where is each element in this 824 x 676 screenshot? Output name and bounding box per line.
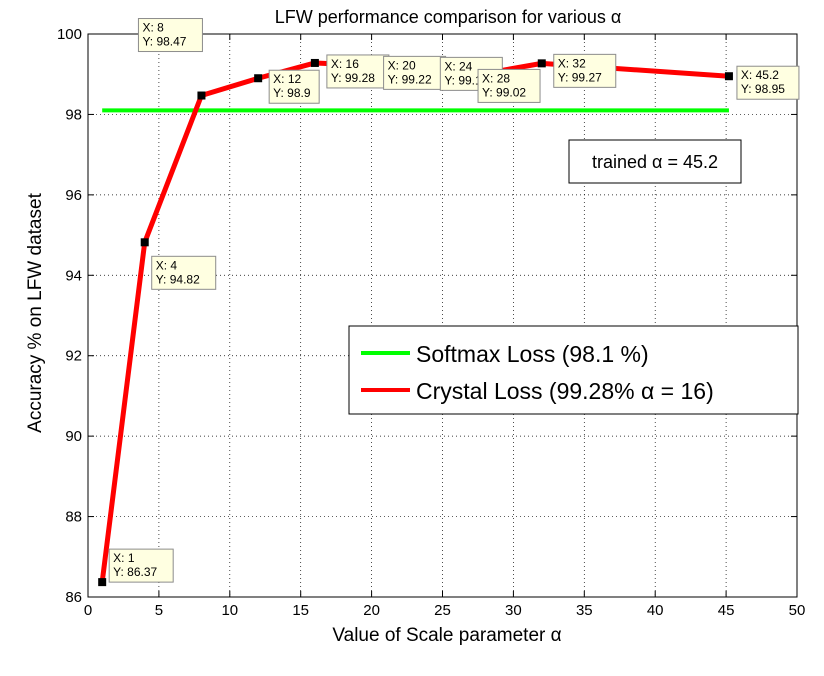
data-tip-x: X: 16 bbox=[331, 57, 359, 71]
data-tips: X: 1Y: 86.37 X: 4Y: 94.82 X: 8Y: 98.47 X: 1… bbox=[108, 18, 800, 583]
data-tip-y: Y: 94.82 bbox=[156, 272, 200, 286]
data-tip[interactable]: X: 16Y: 99.28 bbox=[326, 54, 390, 89]
x-tick-label: 30 bbox=[505, 602, 522, 619]
y-tick-label: 92 bbox=[65, 348, 82, 365]
data-tip-y: Y: 99.28 bbox=[331, 71, 375, 85]
data-tip[interactable]: X: 28Y: 99.02 bbox=[477, 68, 541, 103]
y-axis-label: Accuracy % on LFW dataset bbox=[25, 192, 46, 432]
note-text: trained α = 45.2 bbox=[592, 152, 718, 172]
y-tick-label: 100 bbox=[57, 26, 82, 43]
data-point[interactable] bbox=[724, 72, 733, 81]
data-tip-box bbox=[736, 65, 800, 100]
x-tick-label: 15 bbox=[292, 602, 309, 619]
data-tip-x: X: 45.2 bbox=[741, 68, 779, 82]
data-tip-x: X: 24 bbox=[444, 59, 472, 73]
y-axis-ticks: 86 88 90 92 94 96 98 100 bbox=[57, 26, 797, 606]
data-tip-box bbox=[137, 18, 203, 53]
x-tick-label: 20 bbox=[363, 602, 380, 619]
data-tip-y: Y: 86.37 bbox=[113, 565, 157, 579]
x-tick-label: 45 bbox=[718, 602, 735, 619]
x-axis-label: Value of Scale parameter α bbox=[332, 625, 561, 646]
data-point[interactable] bbox=[537, 59, 546, 68]
data-tip[interactable]: X: 4Y: 94.82 bbox=[151, 255, 217, 290]
data-tip-box bbox=[151, 255, 217, 290]
y-tick-label: 98 bbox=[65, 106, 82, 123]
data-tip[interactable]: X: 32Y: 99.27 bbox=[553, 53, 617, 88]
y-tick-label: 96 bbox=[65, 187, 82, 204]
data-tip-box bbox=[383, 55, 447, 90]
data-tip-x: X: 8 bbox=[142, 21, 164, 35]
x-axis-ticks: 0 5 10 15 20 25 30 35 40 45 50 bbox=[84, 34, 806, 619]
data-tip[interactable]: X: 8Y: 98.47 bbox=[137, 18, 203, 53]
note-box bbox=[568, 139, 742, 184]
data-tip-x: X: 4 bbox=[156, 258, 178, 272]
chart-title: LFW performance comparison for various α bbox=[275, 7, 622, 27]
data-tip-x: X: 1 bbox=[113, 551, 135, 565]
y-tick-label: 88 bbox=[65, 509, 82, 526]
data-tip-x: X: 20 bbox=[388, 58, 416, 72]
x-tick-label: 35 bbox=[576, 602, 593, 619]
legend[interactable]: Softmax Loss (98.1 %) Crystal Loss (99.2… bbox=[348, 325, 799, 415]
data-point[interactable] bbox=[254, 74, 263, 83]
data-tip-y: Y: 99.22 bbox=[388, 72, 432, 86]
data-tip-y: Y: 98.9 bbox=[273, 86, 311, 100]
x-tick-label: 5 bbox=[155, 602, 163, 619]
data-tip-box bbox=[477, 68, 541, 103]
data-tip-y: Y: 99.27 bbox=[558, 70, 602, 84]
x-tick-label: 25 bbox=[434, 602, 451, 619]
y-tick-label: 94 bbox=[65, 267, 82, 284]
x-tick-label: 10 bbox=[221, 602, 238, 619]
data-tip[interactable]: X: 12Y: 98.9 bbox=[268, 69, 320, 104]
data-point[interactable] bbox=[140, 238, 149, 247]
data-tip-y: Y: 98.47 bbox=[142, 35, 186, 49]
plot-area bbox=[88, 34, 797, 597]
legend-label-crystal: Crystal Loss (99.28% α = 16) bbox=[416, 378, 714, 404]
y-tick-label: 86 bbox=[65, 589, 82, 606]
x-tick-label: 0 bbox=[84, 602, 92, 619]
data-tip-box bbox=[108, 548, 174, 583]
data-point[interactable] bbox=[310, 58, 319, 67]
data-tip-box bbox=[553, 53, 617, 88]
x-tick-label: 50 bbox=[789, 602, 806, 619]
trained-alpha-note: trained α = 45.2 bbox=[568, 139, 742, 184]
data-tip[interactable]: X: 1Y: 86.37 bbox=[108, 548, 174, 583]
data-tip-x: X: 28 bbox=[482, 71, 510, 85]
x-tick-label: 40 bbox=[647, 602, 664, 619]
data-tip-y: Y: 99.02 bbox=[482, 85, 526, 99]
data-tip-y: Y: 98.95 bbox=[741, 82, 785, 96]
data-tip-x: X: 12 bbox=[273, 72, 301, 86]
data-tip[interactable]: X: 45.2Y: 98.95 bbox=[736, 65, 800, 100]
legend-label-softmax: Softmax Loss (98.1 %) bbox=[416, 341, 649, 367]
legend-box bbox=[348, 325, 799, 415]
data-tip-x: X: 32 bbox=[558, 56, 586, 70]
data-point[interactable] bbox=[98, 578, 107, 587]
data-tip[interactable]: X: 20Y: 99.22 bbox=[383, 55, 447, 90]
data-point[interactable] bbox=[197, 91, 206, 100]
y-tick-label: 90 bbox=[65, 428, 82, 445]
data-tip-box bbox=[268, 69, 320, 104]
